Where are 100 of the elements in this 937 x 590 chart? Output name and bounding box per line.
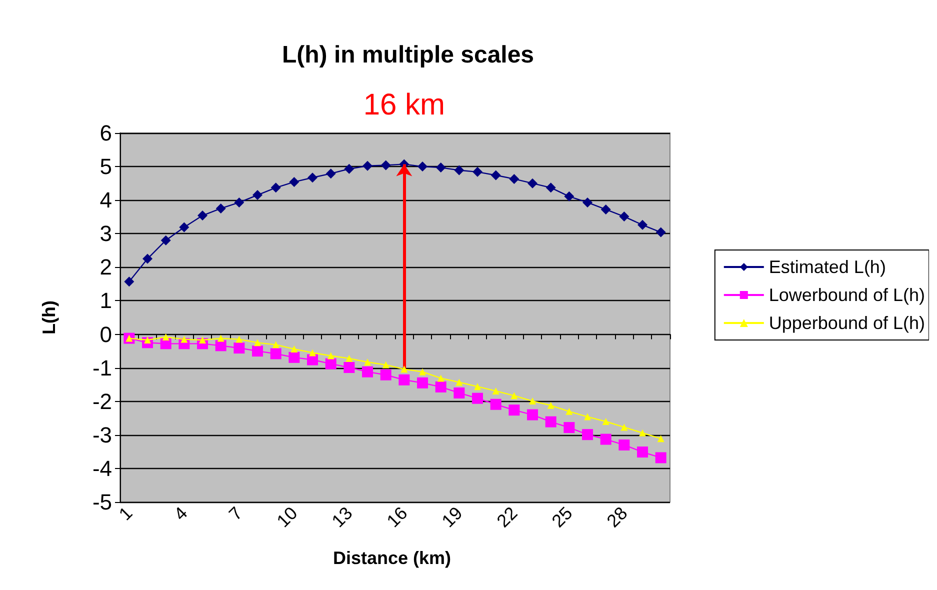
point <box>564 422 575 434</box>
point <box>600 204 611 214</box>
point <box>272 341 280 348</box>
point <box>308 172 318 183</box>
point <box>160 235 171 246</box>
point <box>364 358 371 366</box>
point <box>326 168 336 179</box>
point <box>655 452 666 464</box>
x-tick-label: 19 <box>438 502 466 532</box>
point <box>638 220 648 230</box>
point <box>270 182 281 193</box>
point <box>472 166 482 177</box>
point <box>199 336 206 344</box>
y-tick-label: -3 <box>92 422 112 448</box>
point <box>437 374 444 382</box>
point <box>180 336 188 343</box>
point <box>290 346 298 353</box>
point <box>179 222 190 232</box>
point <box>456 378 463 386</box>
point <box>289 176 300 187</box>
y-axis-title: L(h) <box>39 300 59 334</box>
y-tick-label: -2 <box>92 388 112 414</box>
x-tick-label: 28 <box>602 502 632 532</box>
point <box>528 178 538 188</box>
y-tick-label: 0 <box>100 322 112 347</box>
point <box>307 354 318 366</box>
y-tick-label: 2 <box>100 254 112 280</box>
y-tick-label: -1 <box>92 355 112 380</box>
point <box>346 354 353 362</box>
point <box>490 398 502 410</box>
point <box>327 352 334 360</box>
legend-label: Upperbound of L(h) <box>768 313 926 333</box>
point <box>619 212 630 222</box>
point <box>418 162 428 172</box>
point <box>454 165 464 176</box>
point <box>618 439 630 450</box>
point <box>508 404 520 416</box>
point <box>637 446 648 458</box>
point <box>435 381 446 392</box>
y-tick-label: 1 <box>100 288 112 314</box>
x-tick-label: 4 <box>170 502 192 524</box>
point <box>584 413 591 420</box>
point <box>474 383 481 390</box>
point <box>472 392 483 404</box>
y-tick-label: 4 <box>100 188 112 213</box>
legend-label: Estimated L(h) <box>768 257 886 277</box>
point <box>344 362 355 373</box>
point <box>309 349 316 356</box>
point <box>398 374 410 386</box>
point <box>270 348 282 360</box>
y-tick-label: -5 <box>92 490 112 514</box>
point <box>639 429 646 436</box>
point <box>656 227 666 238</box>
point <box>582 429 593 440</box>
point <box>454 387 465 398</box>
x-axis-title: Distance (km) <box>333 548 452 568</box>
point <box>527 409 538 420</box>
point <box>124 276 134 287</box>
point <box>252 346 263 357</box>
x-tick-label: 25 <box>548 502 576 532</box>
point <box>582 197 592 208</box>
point <box>600 434 612 445</box>
point <box>602 418 610 425</box>
point <box>492 387 500 394</box>
point <box>362 366 373 378</box>
point <box>142 254 152 264</box>
point <box>380 369 392 380</box>
point <box>288 352 300 363</box>
point <box>529 398 536 405</box>
point <box>382 361 390 368</box>
legend-label: Lowerbound of L(h) <box>768 285 926 305</box>
point <box>252 190 262 200</box>
point <box>509 174 520 184</box>
x-tick-label: 1 <box>115 502 136 524</box>
point <box>566 408 573 415</box>
point <box>380 160 391 170</box>
point <box>234 342 245 354</box>
annotation: 16 km <box>363 88 446 122</box>
point <box>400 366 408 373</box>
point <box>620 424 628 431</box>
point <box>216 203 226 214</box>
chart-title: L(h) in multiple scales <box>282 42 534 68</box>
point <box>325 358 336 370</box>
point <box>436 162 446 173</box>
y-tick-label: 5 <box>100 154 112 180</box>
y-tick-label: 6 <box>100 120 112 146</box>
point <box>198 210 208 221</box>
x-tick-label: 13 <box>328 502 356 532</box>
point <box>546 182 556 193</box>
point <box>234 197 244 208</box>
point <box>236 336 243 343</box>
point <box>419 368 426 376</box>
point <box>490 170 501 180</box>
point <box>564 191 574 202</box>
point <box>657 435 664 442</box>
point <box>162 333 170 340</box>
point <box>362 160 372 171</box>
y-tick-label: 3 <box>100 221 112 246</box>
point <box>217 334 224 342</box>
point <box>344 164 354 174</box>
